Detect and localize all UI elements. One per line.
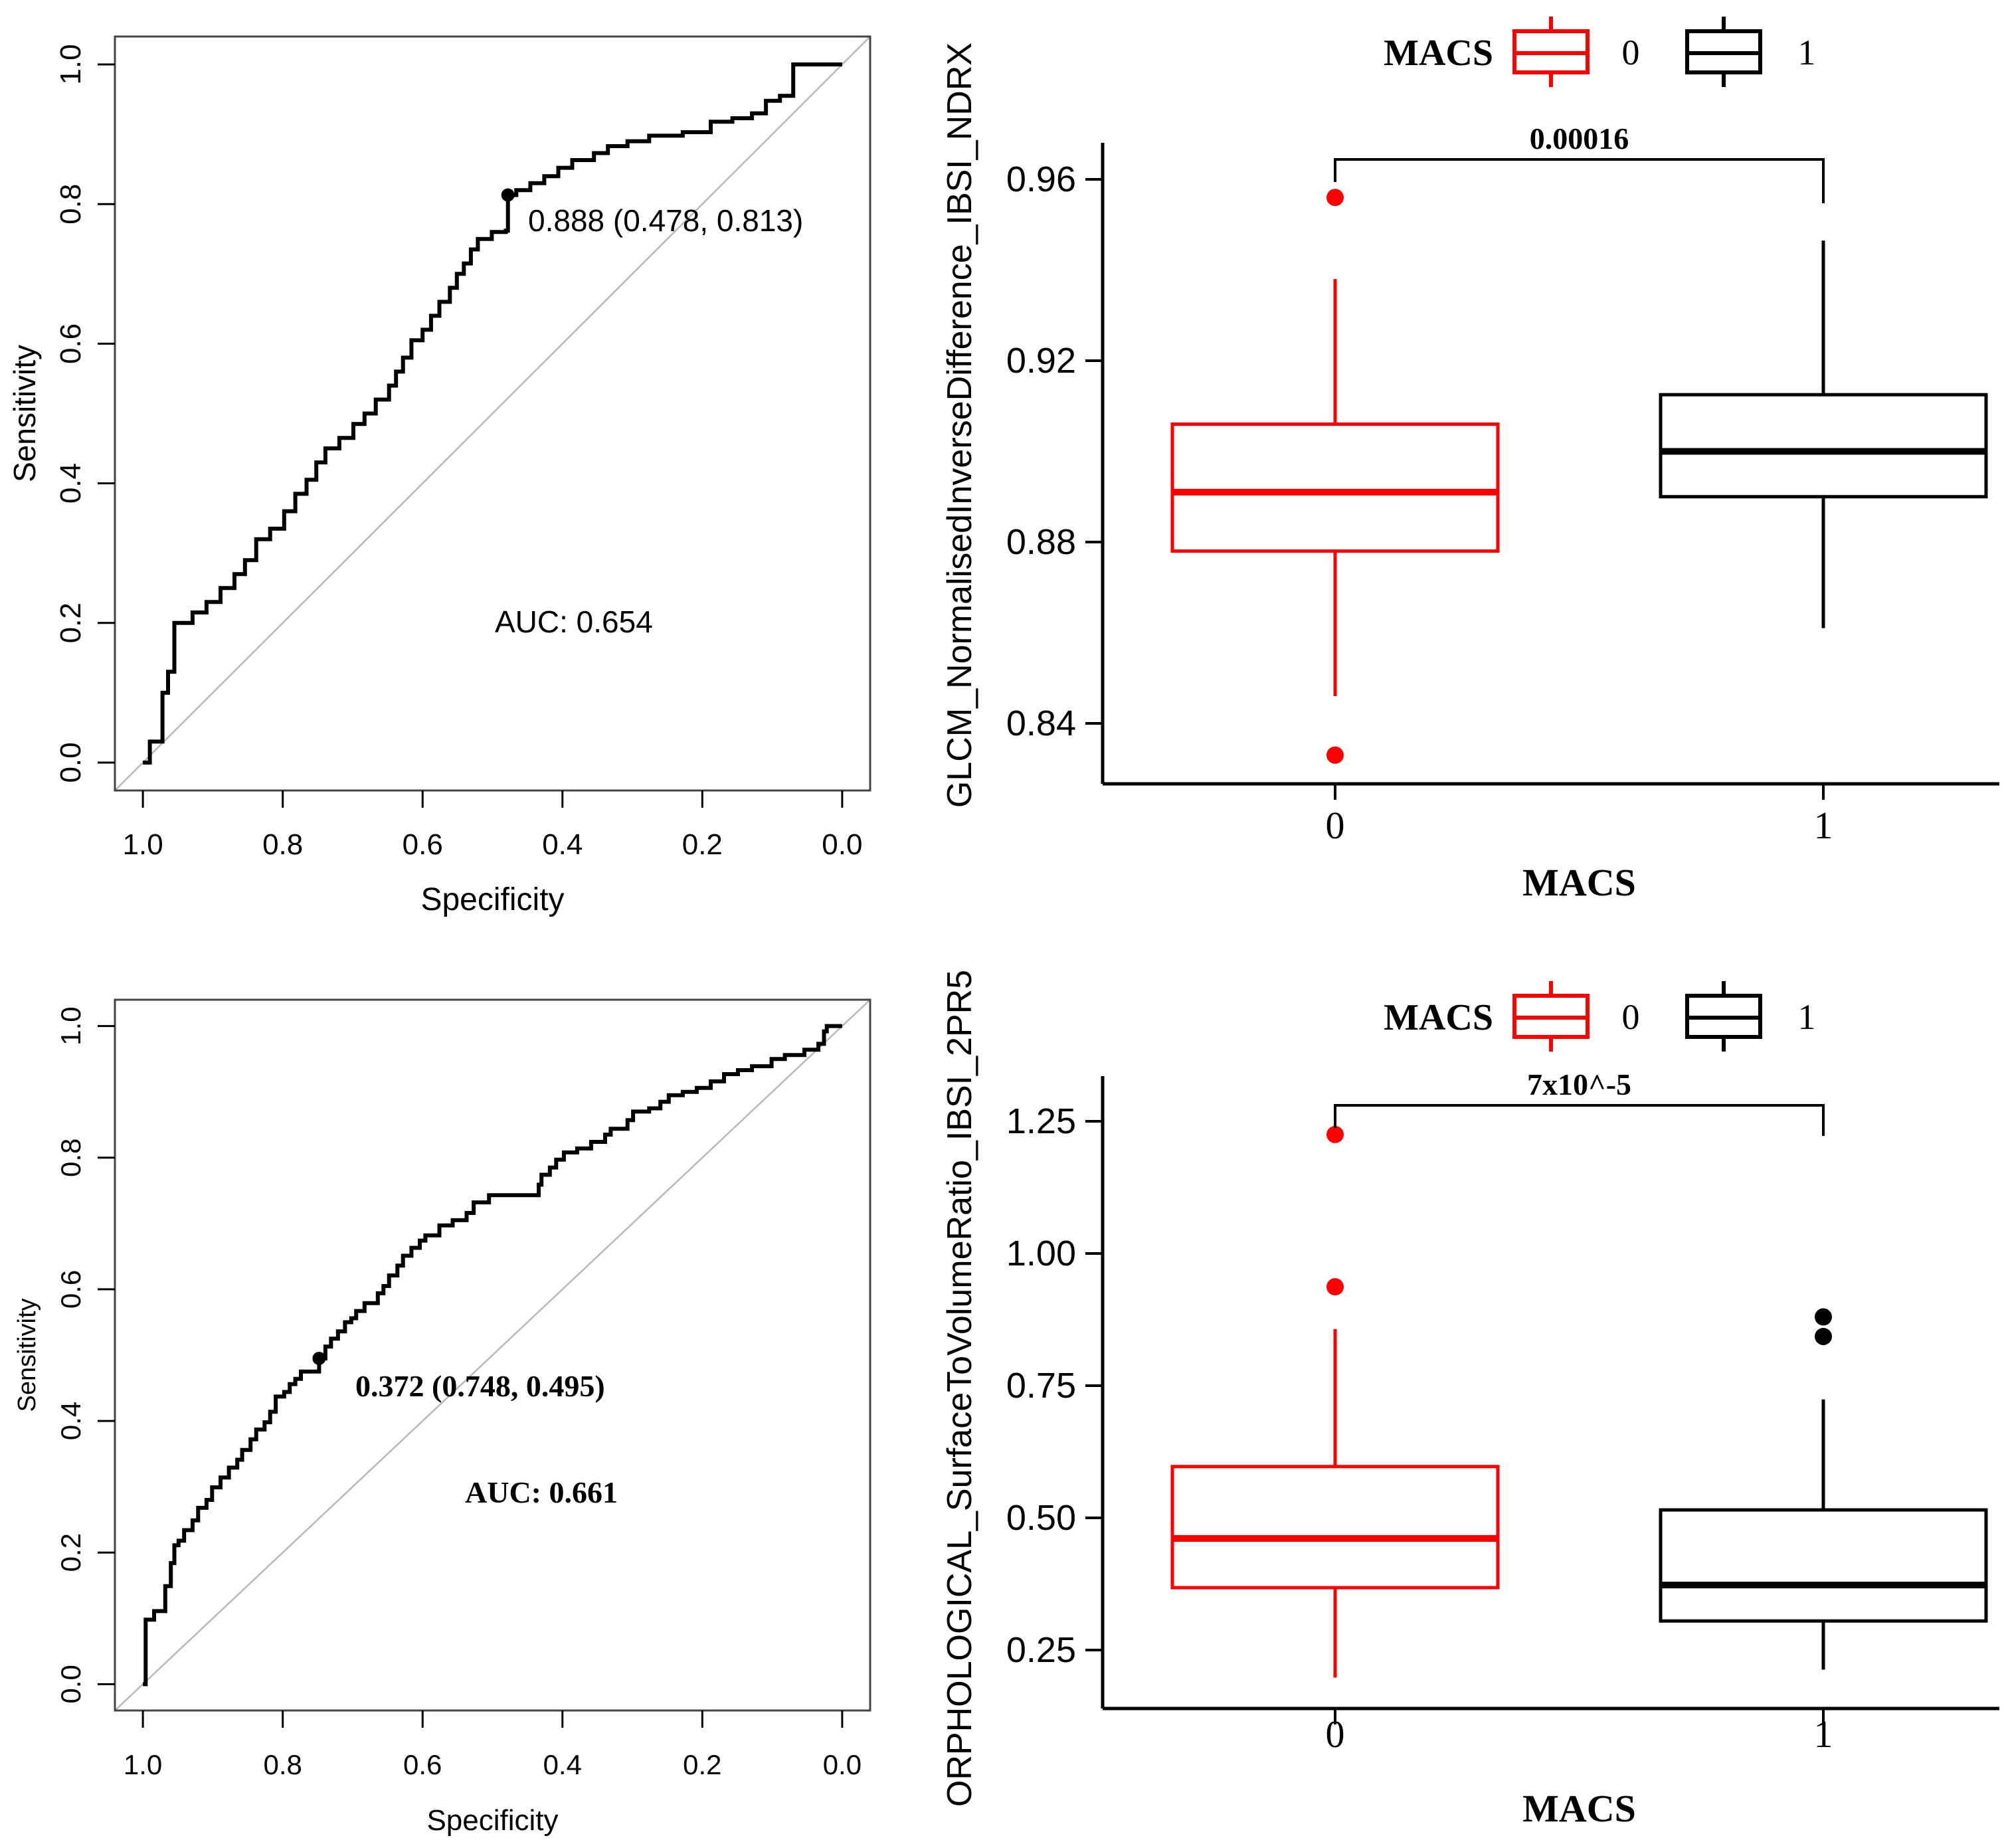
box-macs-0 <box>1170 1125 1500 1678</box>
y-tick-label: 1.0 <box>55 1006 86 1045</box>
y-tick-label: 0.4 <box>55 1402 86 1440</box>
x-tick-label: 0.6 <box>403 828 443 861</box>
y-tick-label: 0.92 <box>1006 341 1076 381</box>
plot-border <box>114 998 871 1712</box>
y-tick-label: 0.96 <box>1006 159 1076 199</box>
y-tick-label: 1.25 <box>1006 1101 1076 1141</box>
legend-entry-label: 1 <box>1798 33 1816 72</box>
auc-annotation: AUC: 0.654 <box>495 604 653 639</box>
roc-plot-morphological: 1.0 0.8 0.6 0.4 0.2 0.0 0.0 0.2 0.4 0.6 0.8 1.0 Spec… <box>13 998 871 1837</box>
y-tick-label: 0.8 <box>55 1139 86 1177</box>
x-tick-label: 0.0 <box>823 1749 862 1780</box>
boxplot-morphological: 0.25 0.50 0.75 1.00 1.25 0 1 7x10^-5 MACS ORPHOLO… <box>941 970 1999 1830</box>
legend-boxplot-icon <box>1685 17 1762 87</box>
iqr-box <box>1659 1508 1988 1623</box>
roc-curve <box>143 1024 842 1687</box>
cutoff-point-marker <box>312 1351 326 1365</box>
outlier-dot <box>1326 1125 1344 1143</box>
p-value-label: 7x10^-5 <box>1527 1067 1631 1101</box>
y-tick-label: 0.2 <box>55 1533 86 1572</box>
x-tick-label: 0 <box>1326 804 1345 847</box>
x-axis-title: MACS <box>1522 1787 1636 1830</box>
y-tick-label: 0.6 <box>54 323 87 364</box>
y-tick-label: 1.0 <box>54 44 87 84</box>
cutoff-annotation: 0.372 (0.748, 0.495) <box>355 1369 605 1403</box>
box-macs-0 <box>1170 189 1500 764</box>
x-tick-label: 1 <box>1814 804 1833 847</box>
outlier-dot <box>1815 1327 1832 1345</box>
y-tick-label: 0.50 <box>1006 1498 1076 1538</box>
x-tick-label: 0.8 <box>262 828 303 861</box>
x-tick-label: 0.6 <box>403 1749 442 1780</box>
outlier-dot <box>1815 1308 1832 1326</box>
y-tick-label: 0.25 <box>1006 1630 1076 1670</box>
outlier-dot <box>1326 746 1344 764</box>
y-tick-label: 0.2 <box>54 602 87 643</box>
chance-diagonal <box>114 999 871 1711</box>
p-value-label: 0.00016 <box>1530 122 1629 155</box>
legend-title: MACS <box>1384 997 1493 1038</box>
legend-boxplot-icon <box>1512 17 1590 87</box>
outlier-dot <box>1326 1278 1344 1296</box>
legend-entry-label: 0 <box>1622 997 1640 1037</box>
x-axis-title: MACS <box>1522 861 1636 904</box>
chance-diagonal <box>114 36 871 791</box>
x-tick-label: 0.2 <box>683 1749 721 1780</box>
iqr-box <box>1170 1465 1500 1590</box>
y-tick-label: 0.8 <box>54 184 87 225</box>
auc-annotation: AUC: 0.661 <box>465 1475 618 1509</box>
y-tick-label: 0.0 <box>54 742 87 783</box>
legend-entry-label: 1 <box>1798 997 1816 1037</box>
y-tick-label: 0.0 <box>55 1665 86 1703</box>
cutoff-annotation: 0.888 (0.478, 0.813) <box>528 203 803 238</box>
outlier-dot <box>1326 189 1344 207</box>
y-tick-label: 0.75 <box>1006 1366 1076 1406</box>
y-axis-title: Sensitivity <box>13 1298 41 1412</box>
x-tick-label: 1.0 <box>124 1749 162 1780</box>
roc-plot-glcm: 1.0 0.8 0.6 0.4 0.2 0.0 0.0 0.2 0.4 0.6 0.8 1.0 Spec… <box>7 35 871 917</box>
legend-entry-label: 0 <box>1622 33 1640 72</box>
y-tick-label: 0.84 <box>1006 703 1076 743</box>
box-macs-1 <box>1659 240 1988 628</box>
significance-bracket <box>1334 158 1825 203</box>
legend-boxplot-icon <box>1512 981 1590 1052</box>
y-tick-label: 1.00 <box>1006 1234 1076 1273</box>
roc-curve <box>143 62 842 765</box>
x-tick-label: 1 <box>1814 1712 1833 1756</box>
legend-title: MACS <box>1384 33 1493 74</box>
y-tick-label: 0.88 <box>1006 522 1076 562</box>
x-tick-label: 0.4 <box>542 828 583 861</box>
box-macs-1 <box>1659 1308 1988 1670</box>
y-tick-label: 0.4 <box>54 463 87 504</box>
iqr-box <box>1170 422 1500 553</box>
x-tick-label: 1.0 <box>123 828 163 861</box>
y-axis-title: Sensitivity <box>7 345 42 482</box>
legend-boxplot-icon <box>1685 981 1762 1052</box>
y-tick-label: 0.6 <box>55 1270 86 1309</box>
y-axis-title: GLCM_NormalisedInverseDifference_IBSI_ND… <box>941 43 979 808</box>
x-tick-label: 0.4 <box>543 1749 582 1780</box>
plot-border <box>114 35 871 792</box>
significance-bracket <box>1334 1104 1825 1136</box>
cutoff-point-marker <box>501 188 515 202</box>
x-tick-label: 0 <box>1326 1712 1345 1756</box>
iqr-box <box>1659 393 1988 499</box>
boxplot-glcm: 0.84 0.88 0.92 0.96 0 1 0.00016 MACS GLCM_Normal… <box>941 17 1999 904</box>
x-axis-title: Specificity <box>420 882 564 917</box>
y-axis-title: ORPHOLOGICAL_SurfaceToVolumeRatio_IBSI_2… <box>941 970 979 1807</box>
x-tick-label: 0.2 <box>682 828 723 861</box>
x-axis-title: Specificity <box>426 1804 558 1837</box>
x-tick-label: 0.0 <box>822 828 862 861</box>
x-tick-label: 0.8 <box>263 1749 302 1780</box>
